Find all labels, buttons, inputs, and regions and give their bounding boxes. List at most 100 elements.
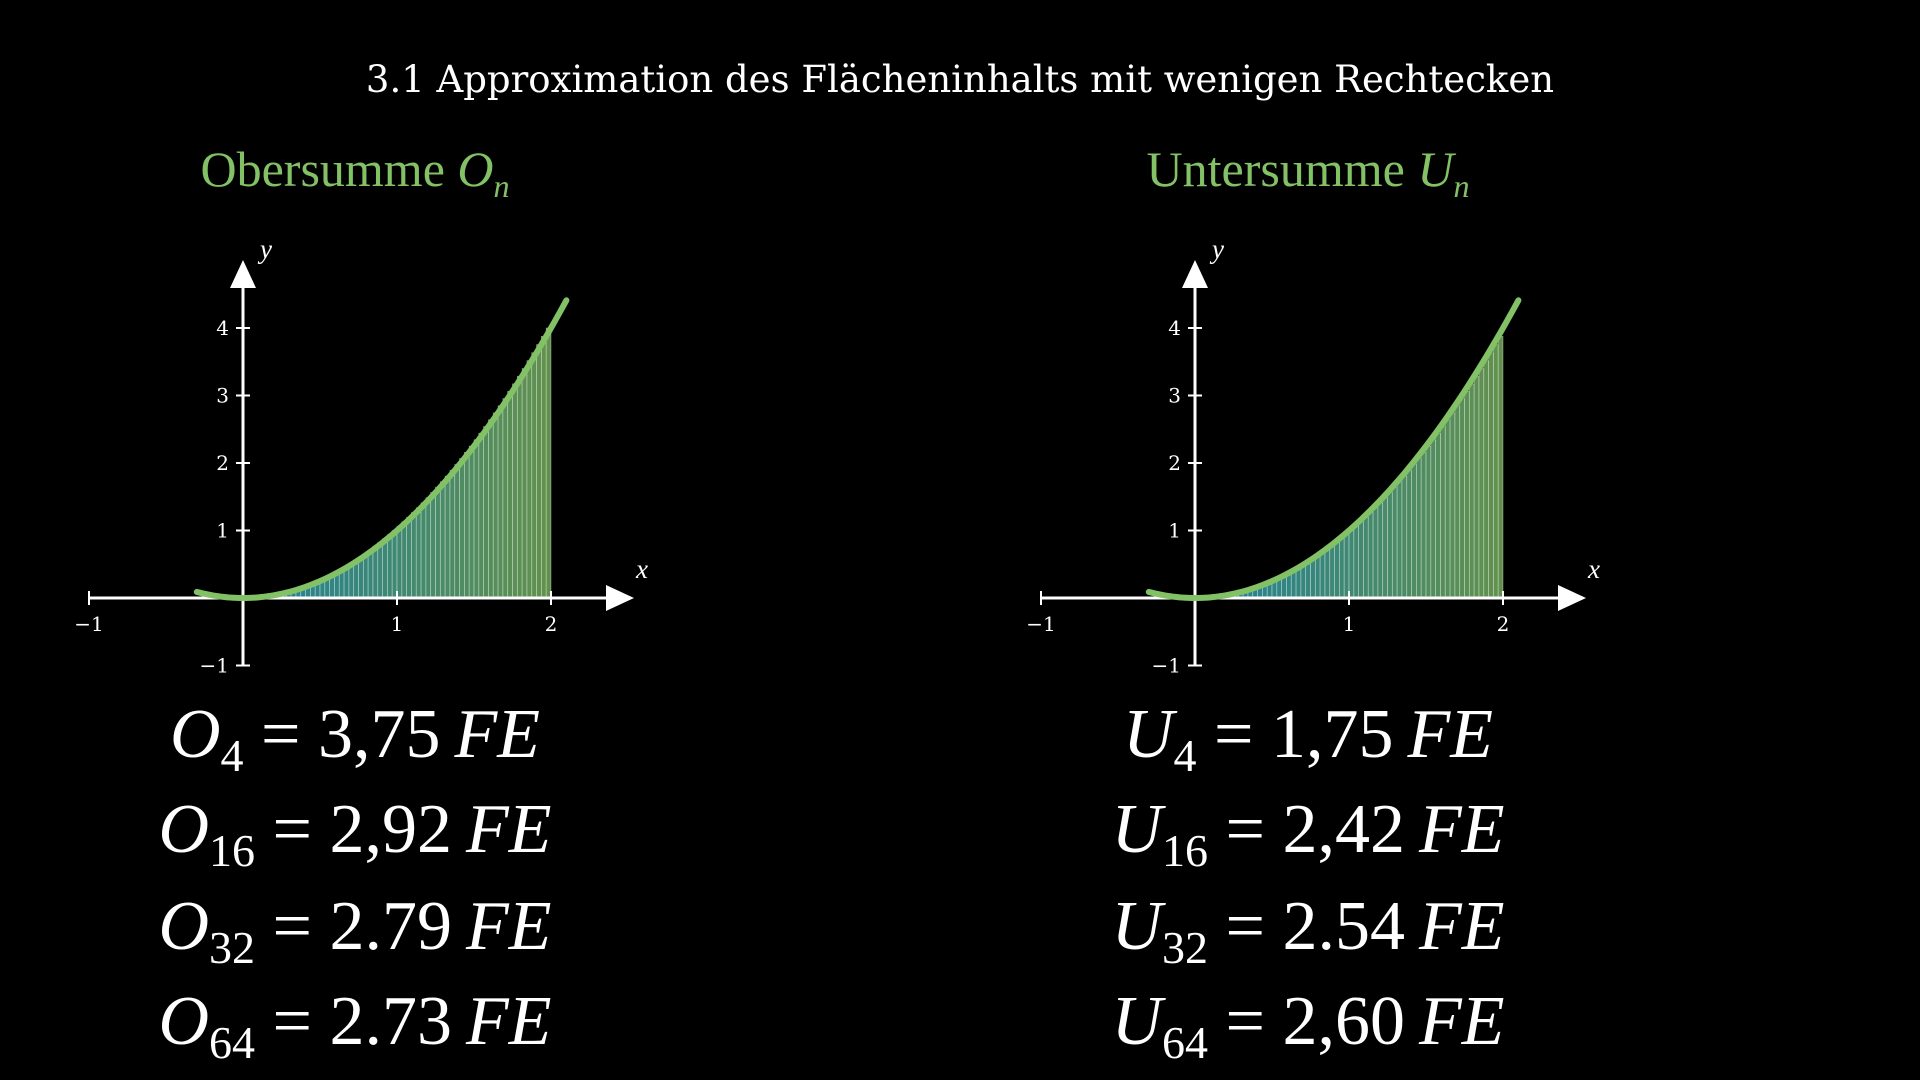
bar xyxy=(1435,432,1441,599)
untersumme-plot: −1 1 2 −1 1 2 3 4 x y xyxy=(1026,234,1600,678)
untersumme-symbol: U xyxy=(1417,141,1454,197)
x-tick-label: −1 xyxy=(74,612,103,636)
y-tick-label: 2 xyxy=(216,451,229,475)
bar xyxy=(1464,390,1470,599)
bar xyxy=(1353,525,1359,599)
bar xyxy=(1478,368,1485,599)
bar xyxy=(1406,470,1412,599)
result-value: 2.73 xyxy=(329,983,453,1060)
result-unit: FE xyxy=(466,888,552,965)
result-symbol: O xyxy=(158,983,210,1060)
result-n: 16 xyxy=(209,825,256,876)
untersumme-result-64: U64 = 2,60 FE xyxy=(1111,983,1505,1068)
y-tick-label: 4 xyxy=(1168,316,1181,340)
result-n: 64 xyxy=(1162,1017,1209,1068)
result-value: 2,92 xyxy=(329,791,453,868)
bar xyxy=(1372,507,1379,599)
bar xyxy=(1391,486,1398,599)
bar xyxy=(1286,573,1292,599)
bar xyxy=(1387,492,1393,599)
bar xyxy=(1430,439,1436,599)
x-tick-label: 1 xyxy=(1343,612,1356,636)
y-tick-label: 4 xyxy=(216,316,229,340)
bar xyxy=(1420,452,1427,599)
y-tick-label: −1 xyxy=(200,654,229,678)
y-tick-label: 3 xyxy=(216,384,229,408)
result-unit: FE xyxy=(1419,983,1505,1060)
bar xyxy=(1488,352,1494,599)
result-n: 4 xyxy=(220,730,244,781)
bar xyxy=(1411,464,1417,599)
y-tick-label: 3 xyxy=(1168,384,1181,408)
obersumme-result-16: O16 = 2,92 FE xyxy=(158,791,552,876)
y-tick-label: 1 xyxy=(216,519,229,543)
bar xyxy=(1483,360,1489,599)
untersumme-result-4: U4 = 1,75 FE xyxy=(1122,696,1494,781)
result-n: 64 xyxy=(209,1017,256,1068)
page-title: 3.1 Approximation des Flächeninhalts mit… xyxy=(365,58,1555,101)
result-n: 4 xyxy=(1173,730,1197,781)
bar xyxy=(1319,553,1326,599)
result-symbol: U xyxy=(1111,791,1163,868)
result-n: 32 xyxy=(209,922,256,973)
bar xyxy=(1401,475,1408,599)
x-axis-arrow xyxy=(1558,585,1586,611)
function-curve xyxy=(1145,297,1522,602)
result-value: 2,42 xyxy=(1282,791,1406,868)
result-unit: FE xyxy=(466,983,552,1060)
obersumme-heading-text: Obersumme xyxy=(200,141,445,197)
obersumme-result-64: O64 = 2.73 FE xyxy=(158,983,552,1068)
bar xyxy=(1444,419,1451,599)
bar xyxy=(1425,445,1432,599)
untersumme-result-32: U32 = 2.54 FE xyxy=(1111,888,1505,973)
untersumme-heading: Untersumme Un xyxy=(1008,140,1608,205)
x-tick-label: −1 xyxy=(1026,612,1055,636)
obersumme-result-4: O4 = 3,75 FE xyxy=(169,696,541,781)
x-axis-label: x xyxy=(635,554,648,584)
result-unit: FE xyxy=(454,696,541,773)
result-unit: FE xyxy=(1419,791,1505,868)
bar xyxy=(1473,375,1480,599)
bar xyxy=(1295,568,1302,599)
bar xyxy=(1290,571,1297,599)
bar xyxy=(1468,383,1475,599)
bar xyxy=(1334,542,1340,599)
obersumme-heading: Obersumme On xyxy=(55,140,655,205)
bar xyxy=(1363,516,1369,599)
x-axis-label: x xyxy=(1587,554,1600,584)
x-tick-label: 2 xyxy=(545,612,558,636)
result-unit: FE xyxy=(466,791,552,868)
result-value: 3,75 xyxy=(318,696,441,773)
result-value: 2.54 xyxy=(1282,888,1406,965)
result-symbol: U xyxy=(1111,983,1163,1060)
bar xyxy=(1367,512,1374,599)
y-tick-label: 2 xyxy=(1168,451,1181,475)
bar xyxy=(1440,426,1446,599)
bar xyxy=(1396,481,1403,599)
result-n: 32 xyxy=(1162,922,1209,973)
result-value: 2,60 xyxy=(1282,983,1406,1060)
x-tick-label: 2 xyxy=(1497,612,1510,636)
bar xyxy=(1459,398,1465,599)
x-tick-label: 1 xyxy=(391,612,404,636)
bar xyxy=(1281,576,1287,599)
bar xyxy=(1454,405,1461,599)
bar xyxy=(1305,562,1311,599)
y-axis-arrow xyxy=(230,260,256,288)
result-symbol: U xyxy=(1111,888,1163,965)
bar xyxy=(1416,458,1422,599)
bar xyxy=(1324,549,1331,599)
result-unit: FE xyxy=(1419,888,1505,965)
bar xyxy=(1310,559,1316,599)
function-curve xyxy=(193,297,570,602)
result-symbol: O xyxy=(158,791,210,868)
bar xyxy=(1449,412,1456,599)
result-symbol: O xyxy=(158,888,210,965)
bar xyxy=(1497,336,1504,599)
bar xyxy=(1348,530,1355,599)
result-n: 16 xyxy=(1162,825,1209,876)
bar xyxy=(1343,534,1350,599)
result-symbol: O xyxy=(169,696,221,773)
bar xyxy=(1329,545,1335,599)
untersumme-heading-text: Untersumme xyxy=(1146,141,1405,197)
